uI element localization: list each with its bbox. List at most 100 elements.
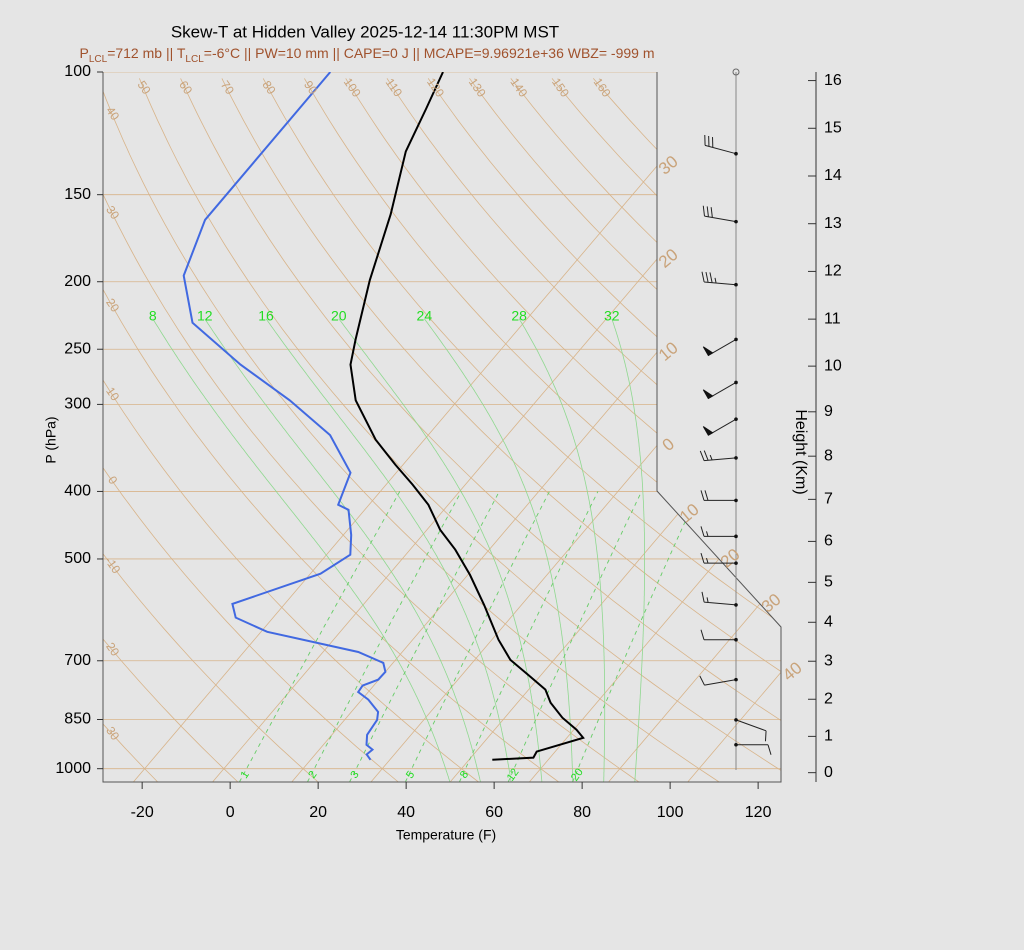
- dry-adiabat: [139, 78, 781, 782]
- moist-adiabat-label: 32: [604, 307, 620, 323]
- dry-adiabat: [103, 78, 239, 782]
- x-tick-label: 80: [573, 804, 591, 821]
- wind-barb: [699, 675, 738, 686]
- dry-adiabat: [103, 78, 399, 782]
- x-tick-label: 100: [657, 804, 684, 821]
- x-axis-label: Temperature (F): [396, 827, 496, 843]
- mixing-ratio-line: [239, 491, 401, 782]
- y-tick-label: 850: [64, 711, 91, 728]
- barb-staff: [700, 553, 736, 564]
- wind-barb: [702, 337, 738, 357]
- y2-tick-label: 0: [824, 764, 833, 781]
- y-tick-label: 100: [64, 63, 91, 80]
- barb-point: [734, 282, 738, 287]
- wind-barb: [700, 553, 738, 565]
- barb-staff: [699, 675, 737, 686]
- barb-point: [734, 677, 738, 682]
- wind-barb: [700, 526, 738, 539]
- profiles: [182, 72, 585, 761]
- wind-barb: [704, 134, 738, 156]
- barb-staff: [735, 719, 767, 742]
- barb-staff: [736, 744, 772, 755]
- y-tick-label: 1000: [55, 760, 91, 777]
- barb-point: [734, 534, 738, 539]
- dry-adiabat: [469, 78, 781, 782]
- moist-adiabat-label: 28: [511, 307, 527, 323]
- barb-point: [734, 742, 738, 747]
- mixing-ratio-line: [458, 491, 599, 782]
- y2-tick-label: 16: [824, 72, 842, 89]
- profile-line: [349, 72, 585, 761]
- barb-point: [734, 637, 738, 642]
- barb-staff: [701, 271, 737, 286]
- dry-adiabat: [103, 78, 720, 782]
- wind-barb: [701, 271, 738, 287]
- x-tick-label: 0: [226, 804, 235, 821]
- barb-point: [734, 151, 738, 156]
- chart-subtitle: PLCL=712 mb || TLCL=-6°C || PW=10 mm || …: [79, 45, 654, 65]
- barb-pennant: [702, 426, 714, 436]
- mixing-ratio-label: 5: [404, 769, 417, 781]
- barb-staff: [700, 526, 736, 537]
- dry-adiabat: [262, 78, 781, 782]
- y2-tick-label: 5: [824, 574, 833, 591]
- barb-point: [734, 380, 738, 385]
- barb-point: [734, 337, 738, 342]
- barb-staff: [699, 450, 737, 462]
- y2-tick-label: 6: [824, 533, 833, 550]
- mixing-ratio-line: [572, 491, 700, 782]
- y-tick-label: 150: [64, 186, 91, 203]
- y-tick-label: 200: [64, 273, 91, 290]
- barb-pennant: [702, 389, 714, 400]
- wind-barb: [702, 205, 738, 224]
- mixing-ratio-label: 3: [348, 769, 361, 781]
- mixing-ratio-label: 20: [569, 766, 586, 783]
- moist-adiabat-label: 20: [331, 307, 347, 323]
- y2-tick-label: 7: [824, 491, 833, 508]
- plot-border: [102, 72, 782, 783]
- mixing-ratio-line: [404, 491, 550, 782]
- barb-staff: [704, 134, 737, 155]
- moist-adiabat: [518, 318, 606, 782]
- subtitle-part: =-6°C || PW=10 mm || CAPE=0 J || MCAPE=9…: [204, 45, 655, 61]
- moist-adiabat-label: 12: [197, 307, 213, 323]
- mixing-ratio-label: 1: [238, 769, 251, 781]
- barb-point: [734, 718, 738, 722]
- y2-axis-label: Height (Km): [792, 409, 809, 494]
- subtitle-part: P: [79, 45, 88, 61]
- isotherm: [291, 72, 781, 782]
- y2-tick-label: 15: [824, 120, 842, 137]
- y2-tick-label: 4: [824, 614, 833, 631]
- wind-barb: [701, 591, 738, 607]
- y-tick-label: 700: [64, 652, 91, 669]
- y-tick-label: 250: [64, 340, 91, 357]
- y2-tick-label: 1: [824, 728, 833, 745]
- isotherm: [608, 72, 781, 782]
- moist-adiabat-label: 8: [149, 307, 157, 323]
- y2-tick-label: 9: [824, 403, 833, 420]
- subtitle-part: LCL: [185, 54, 204, 65]
- dry-adiabat: [103, 78, 640, 782]
- station-marker: [732, 68, 740, 76]
- moist-adiabat: [152, 318, 451, 782]
- wind-barb: [734, 742, 772, 755]
- y-axis-label: P (hPa): [43, 416, 59, 463]
- dry-adiabat: [510, 78, 781, 782]
- wind-barb: [700, 490, 738, 503]
- mixing-ratio-label: 2: [306, 769, 319, 781]
- wind-barb: [699, 450, 738, 462]
- wind-barb: [734, 718, 767, 742]
- barb-staff: [700, 490, 736, 501]
- y2-tick-label: 8: [824, 447, 833, 464]
- barb-point: [734, 456, 738, 460]
- mixing-ratio-label: 8: [458, 769, 471, 781]
- isotherm: [133, 72, 738, 782]
- dry-adiabat: [103, 78, 479, 782]
- barb-point: [734, 417, 738, 421]
- dry-adiabat: [221, 78, 781, 782]
- x-tick-label: -20: [131, 804, 154, 821]
- y-tick-label: 400: [64, 483, 91, 500]
- y2-tick-label: 12: [824, 263, 842, 280]
